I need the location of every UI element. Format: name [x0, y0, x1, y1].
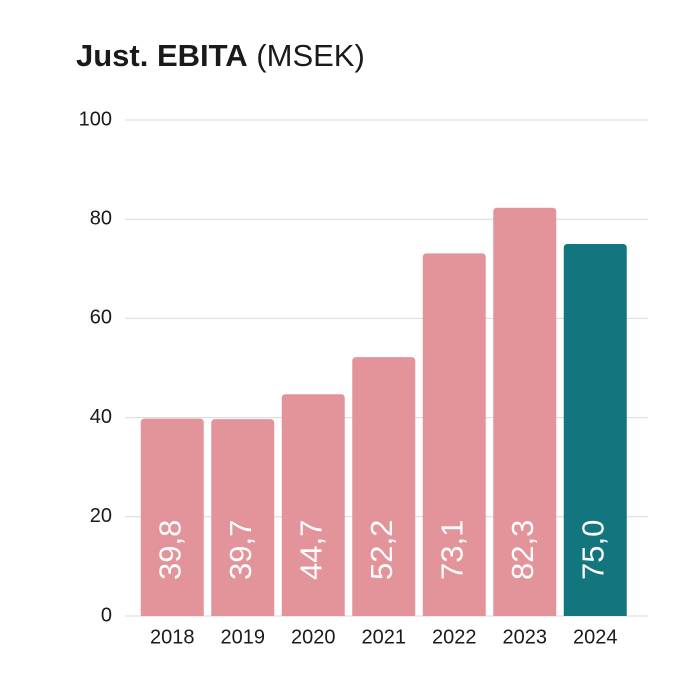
- title-main: Just. EBITA: [76, 38, 248, 73]
- value-label: 39,7: [223, 520, 258, 580]
- bar: [211, 419, 275, 616]
- x-tick-label: 2023: [503, 626, 548, 648]
- x-tick-label: 2024: [573, 626, 618, 648]
- y-tick-label: 0: [101, 604, 112, 626]
- chart-title: Just. EBITA (MSEK): [76, 38, 365, 73]
- bar: [352, 357, 416, 616]
- x-tick-label: 2021: [362, 626, 407, 648]
- value-label: 44,7: [293, 520, 328, 580]
- y-tick-label: 80: [90, 207, 112, 229]
- value-label: 82,3: [505, 520, 540, 580]
- x-tick-label: 2018: [150, 626, 195, 648]
- bar: [563, 244, 627, 616]
- x-tick-label: 2020: [291, 626, 336, 648]
- value-label: 39,8: [152, 520, 187, 580]
- bar: [281, 394, 345, 616]
- x-tick-label: 2019: [221, 626, 266, 648]
- title-unit: (MSEK): [256, 38, 365, 73]
- value-label: 73,1: [434, 520, 469, 580]
- value-label: 52,2: [364, 520, 399, 580]
- y-tick-label: 40: [90, 406, 112, 428]
- y-tick-label: 20: [90, 505, 112, 527]
- y-tick-label: 100: [79, 108, 112, 130]
- bar: [140, 418, 204, 616]
- bar: [422, 253, 486, 616]
- y-tick-label: 60: [90, 307, 112, 329]
- x-tick-label: 2022: [432, 626, 477, 648]
- bar: [493, 207, 557, 617]
- value-label: 75,0: [575, 520, 610, 580]
